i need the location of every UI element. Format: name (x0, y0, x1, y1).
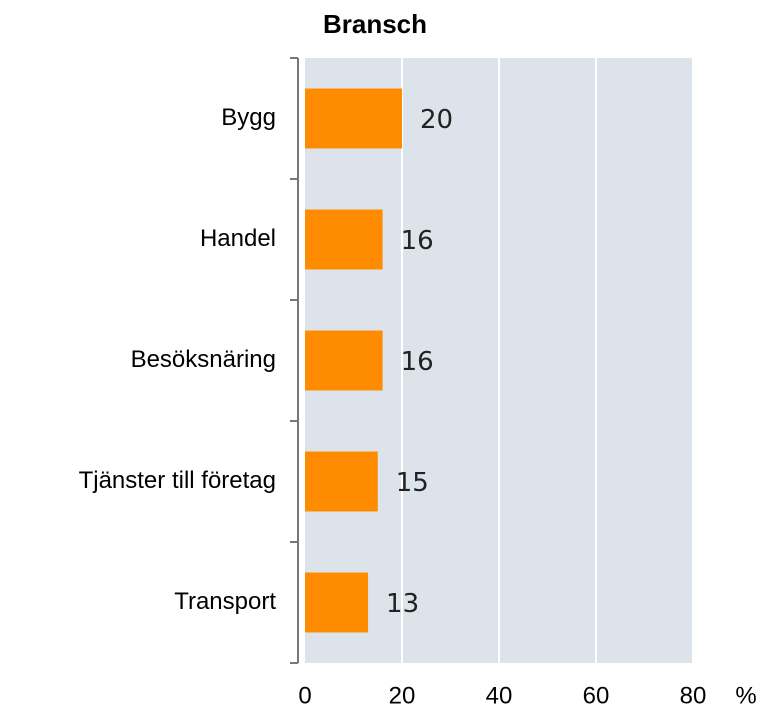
value-label: 13 (386, 589, 419, 619)
bar (305, 88, 402, 149)
bar (305, 572, 369, 633)
x-tick-label: 60 (583, 682, 610, 709)
x-axis-label: % (735, 682, 756, 709)
y-tick-label: Transport (174, 588, 276, 615)
y-tick-label: Besöksnäring (131, 346, 276, 373)
value-label: 16 (401, 347, 434, 377)
x-tick-label: 0 (298, 682, 311, 709)
y-tick-label: Tjänster till företag (79, 467, 276, 494)
bar (305, 451, 378, 512)
value-label: 16 (401, 226, 434, 256)
x-tick-label: 20 (389, 682, 416, 709)
x-tick-label: 40 (486, 682, 513, 709)
chart-title: Bransch (323, 9, 427, 39)
x-tick-label: 80 (680, 682, 707, 709)
value-label: 20 (420, 105, 453, 135)
value-label: 15 (396, 468, 429, 498)
y-tick-label: Bygg (221, 104, 276, 131)
bar (305, 209, 383, 270)
bar (305, 330, 383, 391)
y-tick-label: Handel (200, 225, 276, 252)
